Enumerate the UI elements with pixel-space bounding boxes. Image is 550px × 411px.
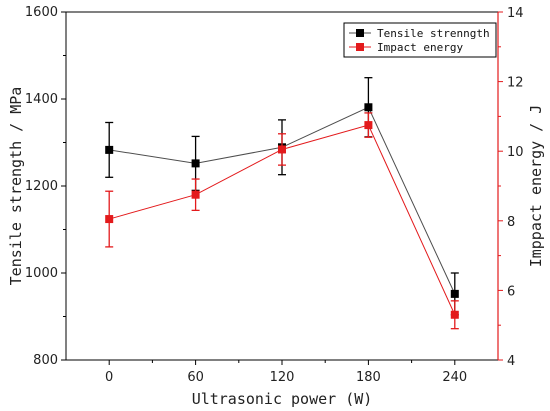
legend-label-0: Tensile strenngth — [377, 27, 490, 40]
series-layer — [105, 77, 459, 330]
data-point — [364, 121, 373, 130]
legend-marker-1 — [356, 43, 364, 51]
y-left-tick-label: 1600 — [25, 5, 58, 20]
data-point — [105, 145, 114, 154]
y-left-axis-label: Tensile strength / MPa — [7, 87, 25, 286]
data-point — [191, 190, 200, 199]
y-left-tick-label: 1200 — [25, 179, 58, 194]
data-point — [191, 159, 200, 168]
y-right-axis-label: Imppact energy / J — [527, 105, 545, 268]
x-axis-label: Ultrasonic power (W) — [192, 390, 373, 408]
x-tick-label: 180 — [356, 370, 381, 385]
data-point — [105, 215, 114, 224]
data-point — [364, 103, 373, 112]
axes: 800 1000 1200 1400 1600 4 6 8 10 12 14 0 60 120 180 240… — [7, 5, 545, 408]
y-right-tick-label: 14 — [507, 6, 524, 21]
legend-marker-0 — [356, 29, 364, 37]
y-left-tick-label: 1000 — [25, 266, 58, 281]
x-tick-label: 240 — [442, 370, 467, 385]
legend-label-1: Impact energy — [377, 41, 463, 54]
data-point — [450, 289, 459, 298]
x-tick-label: 0 — [105, 370, 113, 385]
y-right-tick-label: 8 — [507, 215, 515, 230]
legend-box — [343, 22, 497, 58]
data-point — [450, 310, 459, 319]
y-left-tick-label: 800 — [33, 353, 58, 368]
y-left-tick-label: 1400 — [25, 92, 58, 107]
y-right-tick-label: 6 — [507, 284, 515, 299]
y-right-tick-label: 12 — [507, 76, 524, 91]
y-right-tick-label: 4 — [507, 354, 515, 369]
y-right-tick-label: 10 — [507, 145, 524, 160]
x-tick-label: 120 — [270, 370, 295, 385]
data-point — [278, 145, 286, 154]
x-tick-label: 60 — [187, 370, 204, 385]
